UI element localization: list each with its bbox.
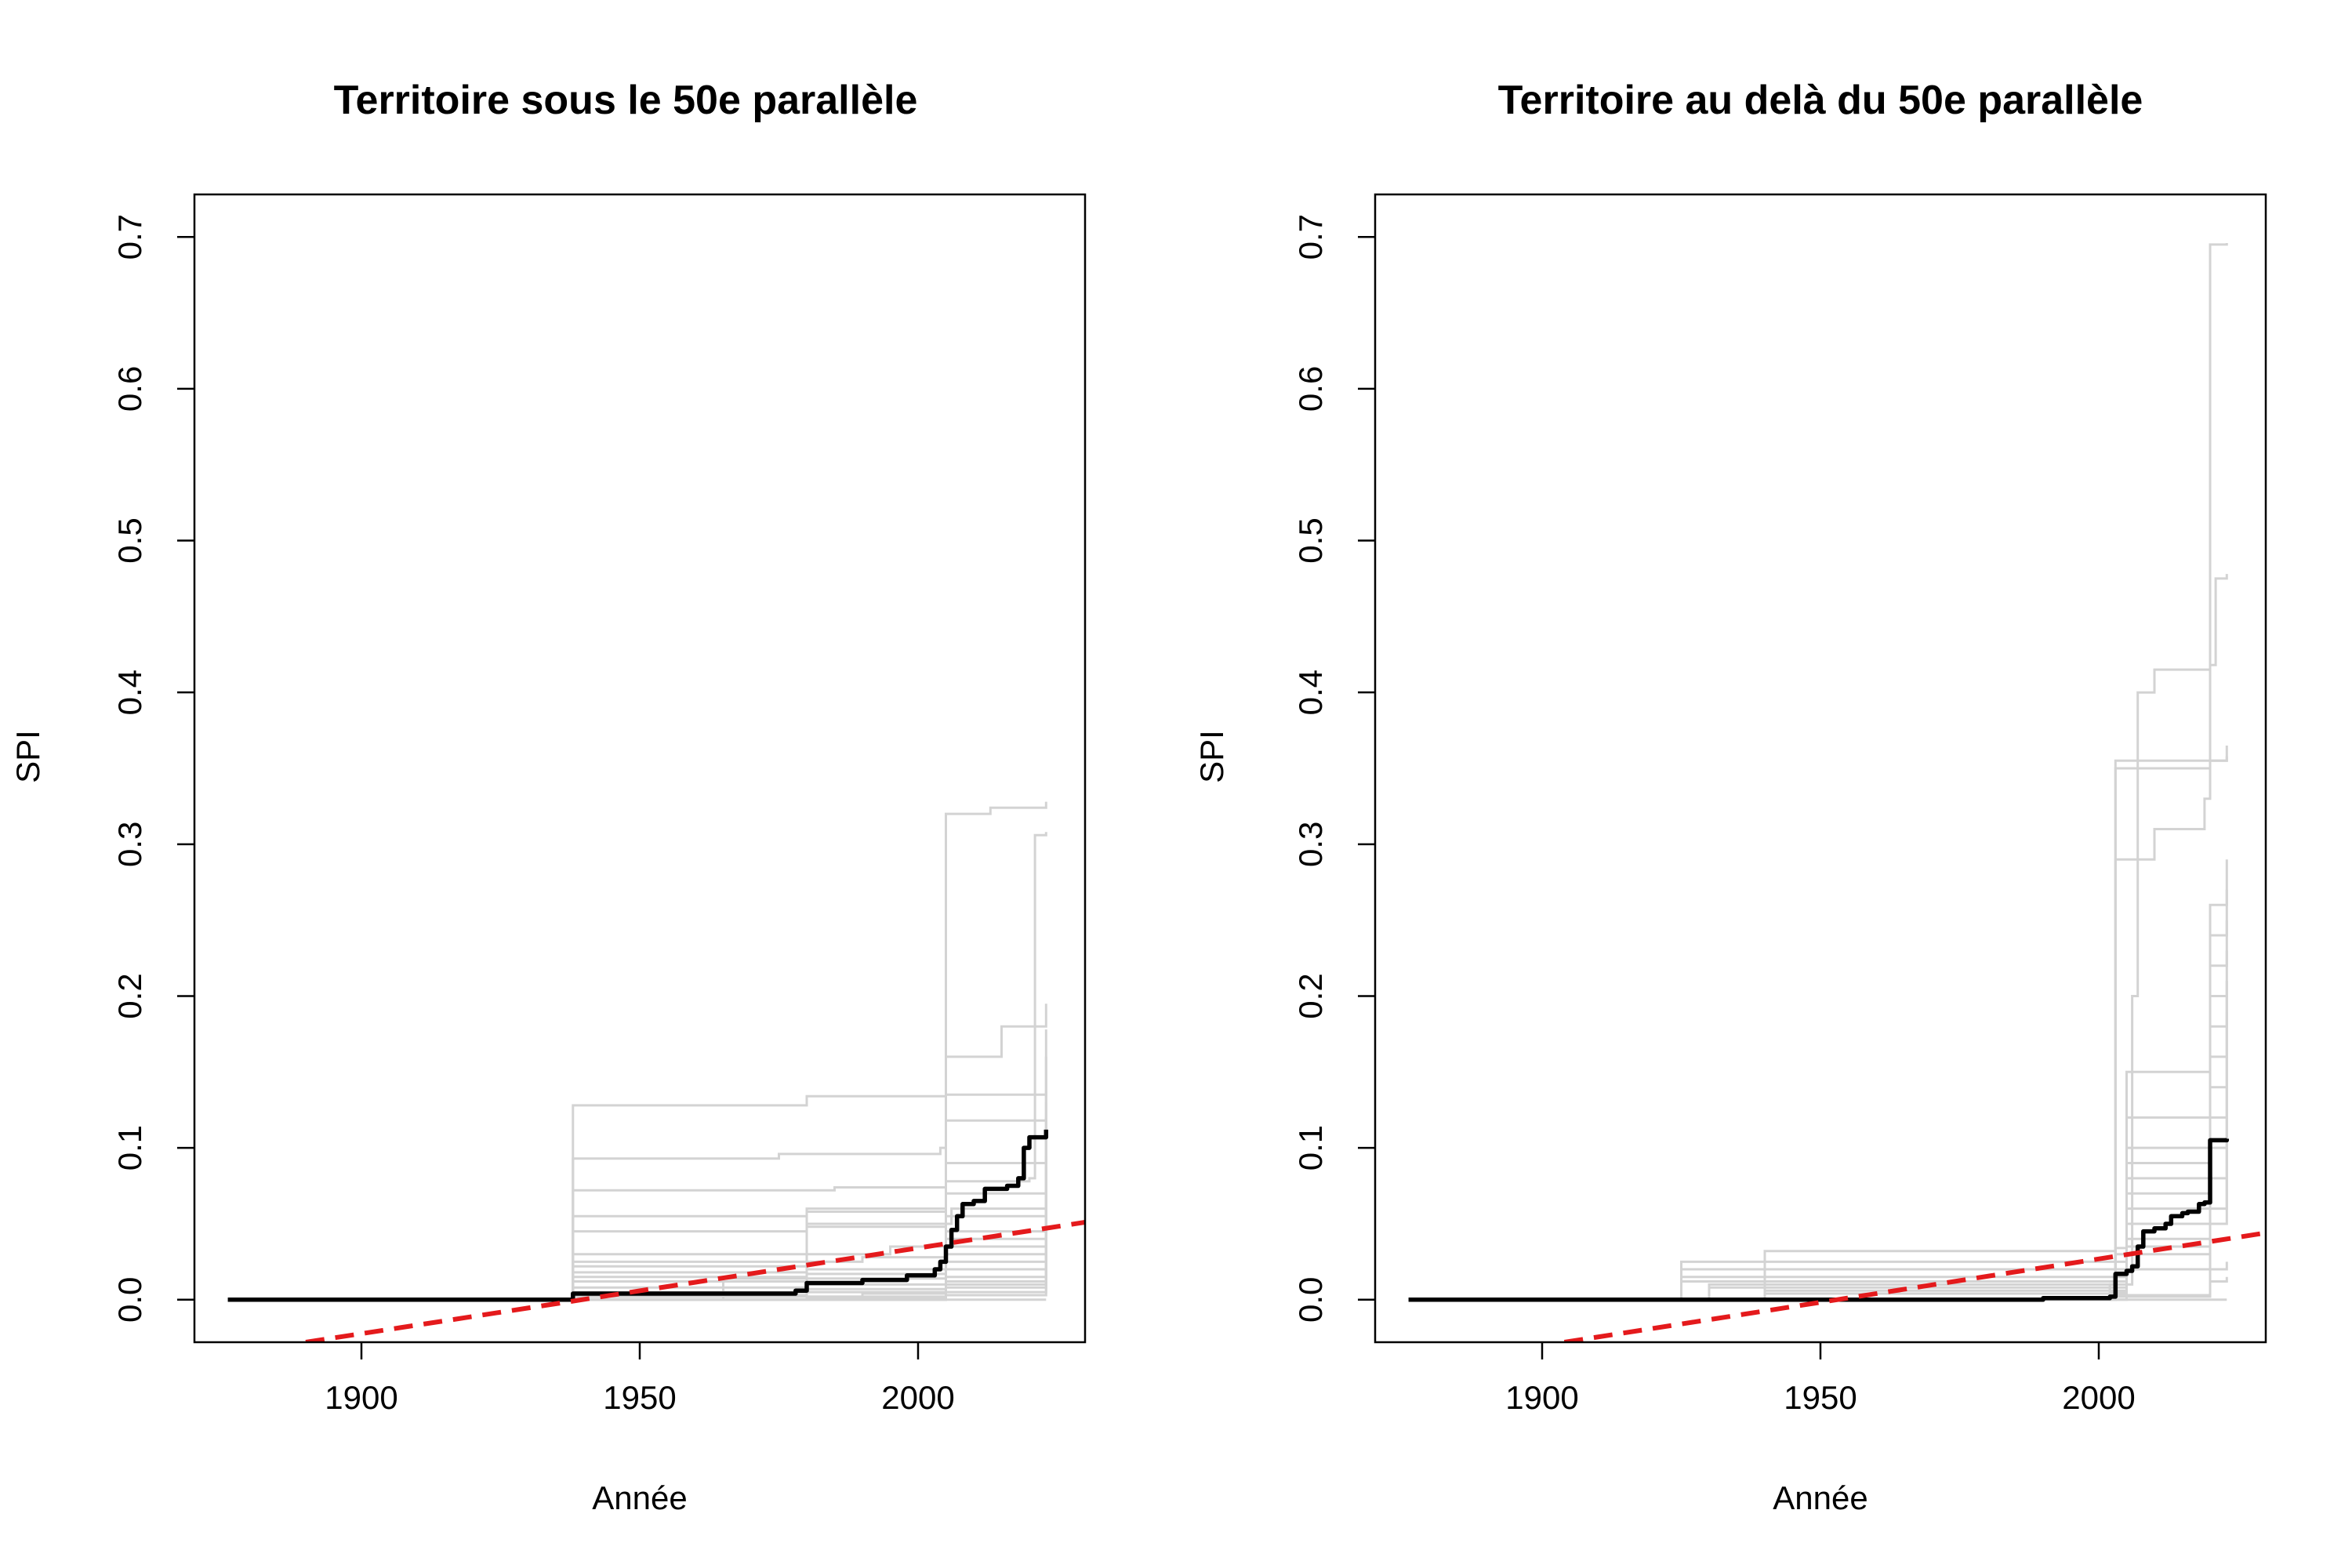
- member-series-line: [1408, 574, 2228, 1301]
- chart-panel-south: Territoire sous le 50e parallèle Année S…: [9, 78, 1087, 1516]
- y-tick-label: 0.0: [1292, 1277, 1329, 1323]
- y-tick-label: 0.1: [1292, 1125, 1329, 1171]
- y-tick-label: 0.7: [1292, 214, 1329, 260]
- y-tick-label: 0.4: [1292, 670, 1329, 715]
- y-tick-label: 0.3: [111, 822, 148, 867]
- x-tick-label: 1950: [603, 1379, 676, 1416]
- chart-panel-north: Territoire au delà du 50e parallèle Anné…: [1193, 78, 2267, 1516]
- y-tick-label: 0.3: [1292, 822, 1329, 867]
- y-axis: 0.0 0.1 0.2 0.3 0.4 0.5 0.6 0.7: [1292, 214, 1375, 1323]
- y-axis: 0.0 0.1 0.2 0.3 0.4 0.5 0.6 0.7: [111, 214, 194, 1323]
- x-axis: 1900 1950 2000: [325, 1342, 955, 1416]
- x-tick-label: 2000: [2062, 1379, 2135, 1416]
- y-tick-label: 0.5: [1292, 517, 1329, 563]
- y-tick-label: 0.5: [111, 517, 148, 563]
- y-tick-label: 0.4: [111, 670, 148, 715]
- x-tick-label: 1950: [1784, 1379, 1857, 1416]
- y-axis-label: SPI: [1193, 730, 1230, 783]
- x-tick-label: 1900: [1505, 1379, 1578, 1416]
- y-tick-label: 0.7: [111, 214, 148, 260]
- x-axis-label: Année: [1773, 1479, 1867, 1516]
- x-axis: 1900 1950 2000: [1505, 1342, 2136, 1416]
- plot-area: [1408, 243, 2266, 1342]
- trend-line: [305, 1220, 1085, 1342]
- x-axis-label: Année: [592, 1479, 687, 1516]
- y-axis-label: SPI: [9, 730, 46, 783]
- chart-title: Territoire sous le 50e parallèle: [334, 78, 918, 123]
- plot-frame: [1374, 193, 2267, 1344]
- y-tick-label: 0.0: [111, 1277, 148, 1323]
- x-tick-label: 1900: [325, 1379, 397, 1416]
- y-tick-label: 0.1: [111, 1125, 148, 1171]
- plot-area: [227, 801, 1085, 1342]
- chart-title: Territoire au delà du 50e parallèle: [1498, 78, 2143, 123]
- y-tick-label: 0.2: [111, 973, 148, 1018]
- mean-series-line: [1408, 1138, 2230, 1302]
- y-tick-label: 0.2: [1292, 973, 1329, 1018]
- y-tick-label: 0.6: [1292, 366, 1329, 412]
- plot-frame: [193, 193, 1087, 1344]
- y-tick-label: 0.6: [111, 366, 148, 412]
- x-tick-label: 2000: [881, 1379, 954, 1416]
- mean-series-line: [227, 1129, 1049, 1302]
